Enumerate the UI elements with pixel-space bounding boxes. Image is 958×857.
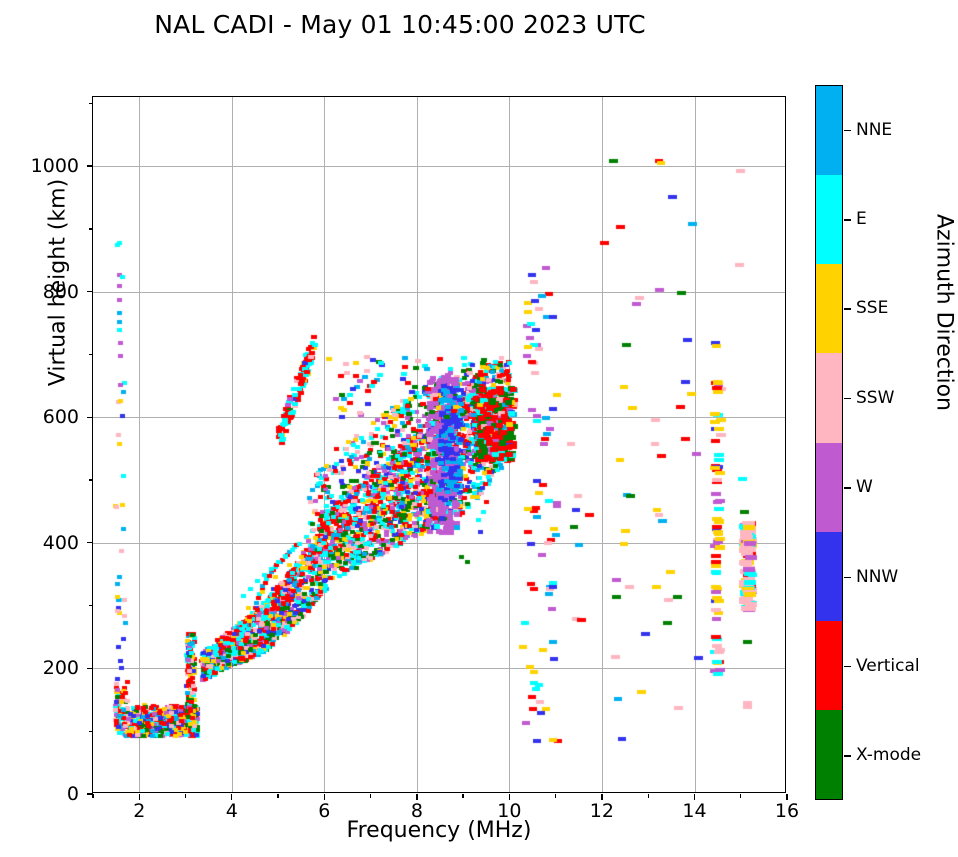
x-axis-tick: [508, 794, 511, 800]
x-axis-tick: [416, 794, 418, 800]
colorbar-label-sse: SSE: [856, 298, 889, 319]
x-axis-tick-minor: [462, 794, 464, 798]
x-axis-tick-label: 2: [133, 800, 146, 822]
colorbar-tick: [844, 487, 851, 489]
x-axis-tick: [786, 794, 788, 800]
x-axis-tick-label: 16: [774, 800, 800, 822]
y-axis-tick: [87, 165, 93, 167]
colorbar-label-x-mode: X-mode: [856, 745, 922, 766]
colorbar-tick: [844, 576, 851, 579]
y-axis-tick: [87, 667, 93, 670]
y-axis-tick-label: 600: [42, 406, 79, 429]
chart-title: NAL CADI - May 01 10:45:00 2023 UTC: [154, 10, 646, 39]
plot-area: 2 4 6 8 10 12 14 16 0 200 400 600 800 1000: [31, 96, 799, 822]
x-axis-tick-minor: [369, 794, 372, 798]
colorbar-tick: [844, 397, 851, 400]
y-axis-title: Virtual height (km): [45, 178, 71, 387]
x-axis-tick-label: 6: [318, 800, 331, 822]
colorbar-band-vertical: [816, 620, 842, 710]
y-axis-tick: [87, 793, 93, 795]
x-axis-tick: [601, 794, 603, 800]
y-axis-tick-minor: [89, 228, 93, 230]
x-axis-tick-minor: [92, 794, 94, 798]
x-axis-tick-minor: [555, 794, 557, 798]
x-axis-tick: [323, 794, 325, 800]
colorbar-label-vertical: Vertical: [856, 655, 920, 676]
x-axis-title: Frequency (MHz): [346, 818, 532, 843]
colorbar-band-x-mode: [816, 709, 842, 799]
colorbar-band-e: [816, 175, 842, 265]
y-axis-tick-label: 200: [42, 657, 79, 680]
x-axis-tick: [231, 794, 233, 800]
echo-scatter-layer: [93, 97, 785, 792]
colorbar-label-e: E: [856, 209, 867, 230]
colorbar-tick: [844, 755, 851, 757]
colorbar-band-nne: [816, 86, 842, 176]
x-axis-tick-minor: [647, 794, 649, 798]
x-axis-tick-label: 4: [225, 800, 238, 822]
y-axis-tick-label: 1000: [30, 155, 79, 178]
colorbar-tick: [844, 665, 851, 668]
x-axis-tick: [693, 794, 696, 800]
colorbar-band-nnw: [816, 531, 842, 621]
x-axis-tick: [138, 794, 140, 800]
x-axis-tick-minor: [277, 794, 279, 798]
colorbar-band-sse: [816, 264, 842, 354]
colorbar-label-w: W: [856, 477, 873, 498]
y-axis-tick: [87, 542, 93, 544]
colorbar-label-nnw: NNW: [856, 566, 899, 587]
colorbar-tick: [844, 219, 851, 221]
y-axis-tick-minor: [89, 102, 93, 104]
y-axis-tick-label: 400: [42, 531, 79, 554]
colorbar-label-nne: NNE: [856, 119, 893, 140]
ionogram-canvas: [93, 97, 785, 792]
y-axis-tick: [87, 416, 93, 418]
y-axis-tick-minor: [89, 479, 93, 481]
y-axis-tick: [87, 291, 93, 293]
y-axis-tick-minor: [89, 604, 93, 607]
colorbar-label-ssw: SSW: [856, 387, 895, 408]
colorbar-title: Azimuth Direction: [931, 213, 957, 412]
colorbar-tick: [844, 129, 851, 132]
x-axis-tick-label: 10: [497, 800, 522, 822]
y-axis-tick-label: 0: [66, 783, 79, 805]
x-axis-tick-label: 12: [589, 800, 614, 822]
x-axis-tick-minor: [740, 794, 742, 798]
y-axis-tick-minor: [89, 353, 93, 356]
colorbar-band-ssw: [816, 353, 842, 443]
colorbar-band-w: [816, 442, 842, 532]
colorbar-tick: [844, 308, 851, 310]
y-axis-tick-label: 800: [42, 280, 79, 303]
colorbar: [815, 85, 843, 800]
y-axis-tick-minor: [89, 730, 93, 732]
x-axis-tick-label: 8: [410, 800, 423, 822]
x-axis-tick-label: 14: [682, 800, 707, 822]
x-axis-tick-minor: [184, 794, 187, 798]
